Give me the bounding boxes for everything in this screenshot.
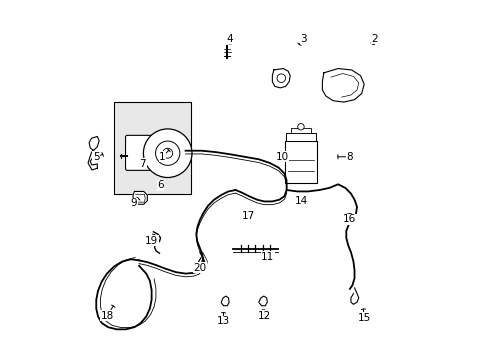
Text: 17: 17 [241, 211, 254, 221]
Polygon shape [322, 68, 364, 102]
Text: 7: 7 [139, 159, 146, 169]
Text: 10: 10 [275, 152, 288, 162]
Bar [114, 103, 190, 194]
Circle shape [143, 129, 192, 177]
Polygon shape [88, 136, 99, 170]
Circle shape [297, 123, 304, 130]
Bar [284, 141, 317, 183]
Text: 5: 5 [93, 152, 100, 162]
Text: 2: 2 [371, 34, 377, 44]
Polygon shape [133, 192, 147, 204]
Text: 19: 19 [145, 236, 158, 246]
Text: 15: 15 [357, 312, 370, 323]
Circle shape [163, 148, 172, 158]
Text: 8: 8 [346, 152, 352, 162]
Text: 13: 13 [216, 316, 229, 326]
Circle shape [155, 141, 180, 165]
Polygon shape [272, 68, 290, 88]
Text: 3: 3 [300, 34, 306, 44]
Text: 4: 4 [226, 34, 233, 44]
Text: 20: 20 [193, 262, 206, 273]
Text: 9: 9 [130, 198, 137, 208]
Text: 12: 12 [257, 311, 270, 321]
Text: 6: 6 [157, 180, 163, 190]
Text: 14: 14 [294, 197, 307, 206]
Bar [285, 133, 315, 141]
Circle shape [276, 74, 285, 82]
Text: 1: 1 [159, 152, 165, 162]
Text: 11: 11 [261, 252, 274, 262]
Bar [290, 128, 310, 133]
FancyBboxPatch shape [125, 135, 164, 170]
Text: 18: 18 [100, 311, 113, 321]
Text: 16: 16 [343, 214, 356, 224]
